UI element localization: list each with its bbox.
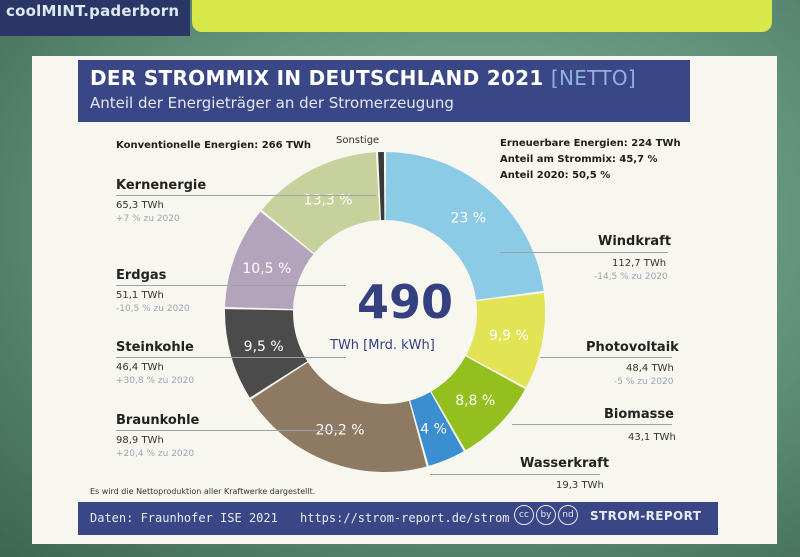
chart-subtitle: Anteil der Energieträger an der Stromerz… bbox=[90, 94, 454, 112]
chart-title-text: DER STROMMIX IN DEUTSCHLAND 2021 bbox=[90, 66, 544, 90]
cc-by-icon: by bbox=[536, 505, 556, 525]
slice-sonstige bbox=[378, 152, 385, 221]
source-name-steinkohle: Steinkohle bbox=[116, 340, 194, 355]
source-url[interactable]: https://strom-report.de/strom bbox=[300, 511, 510, 525]
slice-label-windkraft: 23 % bbox=[451, 210, 487, 226]
source-value-erdgas: 51,1 TWh bbox=[116, 290, 164, 301]
label-sonstige: Sonstige bbox=[336, 135, 380, 146]
top-yellow-banner bbox=[192, 0, 772, 32]
slice-label-biomasse: 8,8 % bbox=[455, 393, 495, 409]
leader-kernenergie bbox=[116, 195, 376, 196]
cc-nd-icon: nd bbox=[558, 505, 578, 525]
source-name-windkraft: Windkraft bbox=[598, 234, 672, 249]
slice-label-kernenergie: 13,3 % bbox=[304, 193, 353, 209]
source-change-photovoltaik: -5 % zu 2020 bbox=[614, 377, 674, 387]
source-value-windkraft: 112,7 TWh bbox=[612, 258, 667, 269]
source-value-photovoltaik: 48,4 TWh bbox=[626, 363, 674, 374]
top-banner bbox=[0, 0, 190, 36]
slice-braunkohle bbox=[251, 362, 427, 472]
source-value-steinkohle: 46,4 TWh bbox=[116, 362, 164, 373]
center-unit: TWh [Mrd. kWh] bbox=[330, 338, 435, 353]
cc-license-icon: cc bbox=[514, 505, 534, 525]
source-value-biomasse: 43,1 TWh bbox=[628, 432, 676, 443]
data-source: Daten: Fraunhofer ISE 2021 bbox=[90, 511, 278, 525]
source-name-braunkohle: Braunkohle bbox=[116, 413, 200, 428]
slice-wasserkraft bbox=[410, 392, 464, 466]
leader-biomasse bbox=[512, 424, 672, 425]
source-change-kernenergie: +7 % zu 2020 bbox=[116, 214, 180, 224]
slice-photovoltaik bbox=[466, 293, 545, 388]
chart-title-tag: [NETTO] bbox=[550, 66, 637, 90]
strom-report-brand: STROM-REPORT bbox=[590, 509, 702, 523]
slice-biomasse bbox=[431, 356, 526, 451]
source-name-kernenergie: Kernenergie bbox=[116, 178, 207, 193]
leader-photovoltaik bbox=[540, 357, 672, 358]
slice-label-erdgas: 10,5 % bbox=[242, 261, 291, 277]
chart-title: DER STROMMIX IN DEUTSCHLAND 2021 [NETTO] bbox=[90, 66, 636, 90]
source-change-steinkohle: +30,8 % zu 2020 bbox=[116, 376, 195, 386]
source-name-biomasse: Biomasse bbox=[604, 407, 674, 422]
leader-windkraft bbox=[500, 252, 668, 253]
source-value-braunkohle: 98,9 TWh bbox=[116, 435, 164, 446]
summary-share-2020: Anteil 2020: 50,5 % bbox=[500, 170, 611, 181]
summary-renewable: Erneuerbare Energien: 224 TWh bbox=[500, 138, 681, 149]
slice-steinkohle bbox=[225, 309, 308, 398]
source-value-kernenergie: 65,3 TWh bbox=[116, 200, 164, 211]
slice-erdgas bbox=[225, 211, 314, 310]
slice-windkraft bbox=[385, 152, 544, 300]
leader-wasserkraft bbox=[430, 474, 600, 475]
source-name-photovoltaik: Photovoltaik bbox=[586, 340, 679, 355]
top-brand: coolMINT.paderborn bbox=[6, 2, 180, 20]
slice-label-steinkohle: 9,5 % bbox=[244, 339, 284, 355]
footnote: Es wird die Nettoproduktion aller Kraftw… bbox=[90, 487, 316, 496]
slice-label-wasserkraft: 4 % bbox=[420, 421, 447, 437]
summary-conventional: Konventionelle Energien: 266 TWh bbox=[116, 140, 312, 151]
source-value-wasserkraft: 19,3 TWh bbox=[556, 480, 604, 491]
source-name-erdgas: Erdgas bbox=[116, 268, 167, 283]
leader-erdgas bbox=[116, 285, 346, 286]
center-total: 490 bbox=[357, 275, 454, 329]
source-change-windkraft: -14,5 % zu 2020 bbox=[594, 272, 668, 282]
summary-share: Anteil am Strommix: 45,7 % bbox=[500, 154, 658, 165]
footer-bar bbox=[78, 502, 718, 535]
header-bar bbox=[78, 60, 690, 122]
leader-braunkohle bbox=[116, 430, 346, 431]
source-name-wasserkraft: Wasserkraft bbox=[520, 456, 610, 471]
source-change-erdgas: -10,5 % zu 2020 bbox=[116, 304, 190, 314]
slice-kernenergie bbox=[261, 152, 380, 254]
slice-label-photovoltaik: 9,9 % bbox=[489, 328, 529, 344]
source-change-braunkohle: +20,4 % zu 2020 bbox=[116, 449, 195, 459]
leader-steinkohle bbox=[116, 357, 346, 358]
